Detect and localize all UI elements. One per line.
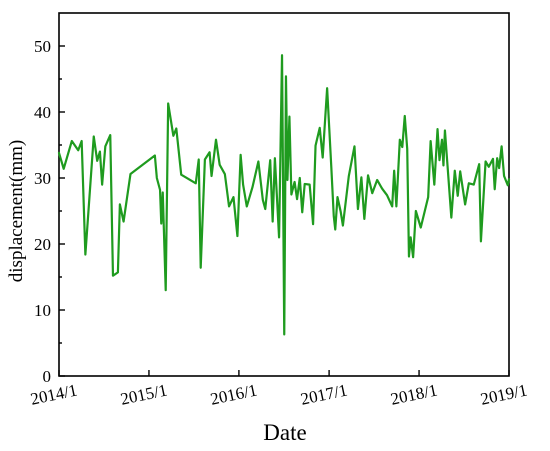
- y-tick-label: 40: [34, 103, 51, 122]
- displacement-series-line: [59, 55, 509, 334]
- x-tick-label: 2017/1: [299, 380, 349, 408]
- y-axis-title: displacement(mm): [6, 140, 27, 282]
- x-tick-label: 2016/1: [209, 380, 259, 408]
- y-tick-label: 10: [34, 301, 51, 320]
- x-axis-title: Date: [263, 420, 306, 445]
- x-tick-label: 2019/1: [479, 380, 529, 408]
- y-tick-label: 20: [34, 235, 51, 254]
- x-tick-label: 2014/1: [29, 380, 79, 408]
- y-tick-label: 50: [34, 37, 51, 56]
- x-tick-label: 2018/1: [389, 380, 439, 408]
- y-tick-label: 30: [34, 169, 51, 188]
- y-tick-label: 0: [43, 367, 52, 386]
- series-group: [59, 55, 509, 334]
- x-tick-label: 2015/1: [119, 380, 169, 408]
